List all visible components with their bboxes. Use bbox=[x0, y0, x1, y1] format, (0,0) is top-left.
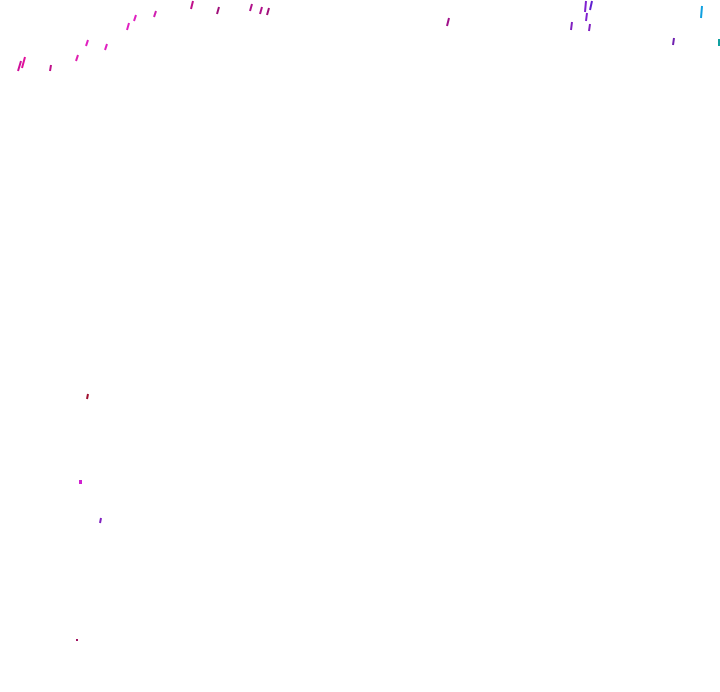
stroke bbox=[21, 56, 26, 69]
stroke bbox=[133, 14, 137, 22]
dot bbox=[76, 639, 78, 641]
dot bbox=[79, 480, 82, 484]
stroke bbox=[584, 0, 587, 13]
stroke-group bbox=[17, 0, 720, 641]
stroke bbox=[585, 12, 588, 22]
stroke bbox=[672, 37, 675, 46]
stroke bbox=[17, 60, 22, 72]
stroke bbox=[570, 21, 573, 31]
stroke bbox=[190, 0, 194, 10]
stroke bbox=[49, 64, 52, 72]
stroke bbox=[259, 6, 263, 15]
stroke bbox=[86, 393, 89, 400]
stroke bbox=[700, 5, 703, 19]
stroke bbox=[446, 17, 450, 27]
stroke bbox=[589, 0, 593, 11]
stroke bbox=[75, 54, 79, 62]
stroke bbox=[216, 6, 220, 15]
stroke bbox=[588, 23, 591, 32]
stroke bbox=[153, 10, 157, 18]
stroke bbox=[85, 39, 89, 47]
stroke bbox=[104, 43, 108, 51]
stroke bbox=[99, 517, 102, 524]
stroke bbox=[249, 3, 253, 12]
stroke bbox=[126, 22, 130, 31]
stroke bbox=[266, 7, 270, 16]
